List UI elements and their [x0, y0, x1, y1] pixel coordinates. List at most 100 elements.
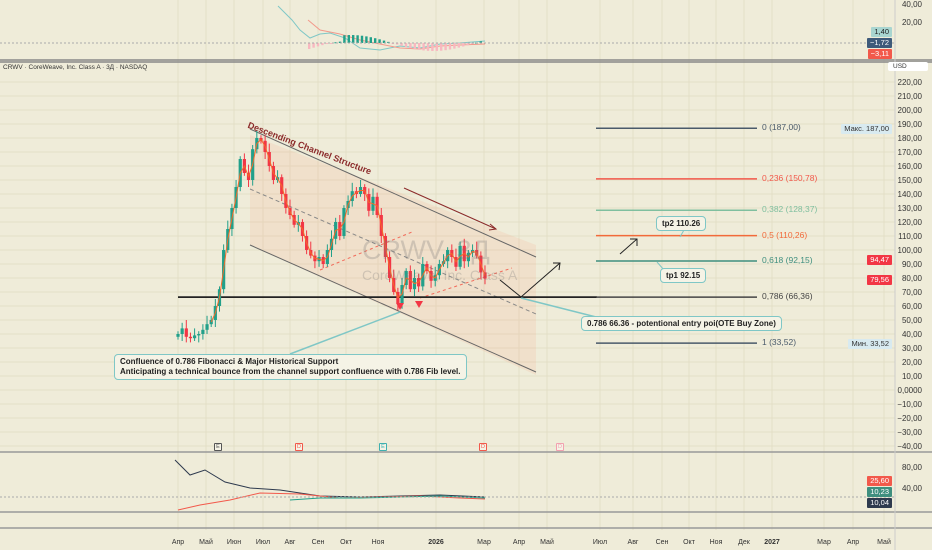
target-arrow-head	[630, 238, 638, 246]
macd-histogram-bar	[418, 43, 421, 50]
time-axis-label: Июл	[592, 539, 608, 546]
price-axis-label: −20,00	[897, 414, 922, 423]
max-label: Макс.	[844, 124, 864, 133]
price-axis-label: 10,00	[901, 372, 922, 381]
price-axis-label: 50,00	[901, 316, 922, 325]
time-axis-label: Сен	[655, 539, 669, 546]
max-value: 187,00	[866, 124, 889, 133]
macd-histogram-bar	[462, 43, 465, 47]
channel-upper-line	[249, 128, 537, 258]
macd-histogram-bar	[435, 43, 438, 51]
time-axis-label: Апр	[171, 539, 185, 546]
earnings-event-marker[interactable]: E	[214, 443, 222, 451]
price-axis-label: 30,00	[901, 344, 922, 353]
candle-body	[197, 334, 201, 336]
earnings-event-marker[interactable]: E	[379, 443, 387, 451]
macd-histogram-bar	[426, 43, 430, 51]
time-axis-label: Мар	[477, 539, 491, 546]
lower-axis-label: 80,00	[901, 463, 922, 472]
time-axis-label: Май	[199, 539, 213, 546]
price-axis-label: 160,00	[897, 162, 922, 171]
earnings-event-marker[interactable]: D	[479, 443, 487, 451]
macd-histogram-bar	[387, 41, 390, 43]
time-axis-label: 2027	[764, 539, 780, 546]
down-arrow-marker	[415, 301, 423, 308]
tp2-leader	[679, 229, 685, 238]
time-axis-label: Мар	[817, 539, 831, 546]
lower-line-1	[174, 459, 486, 498]
macd-tag: 1,40	[871, 27, 892, 37]
fib-level-label: 0,236 (150,78)	[762, 172, 818, 183]
macd-histogram-bar	[404, 43, 408, 48]
macd-histogram-bar	[321, 43, 324, 46]
price-axis-label: 0,0000	[897, 386, 922, 395]
macd-histogram-bar	[396, 43, 399, 45]
earnings-event-marker[interactable]: D	[556, 443, 564, 451]
price-axis-label: 40,00	[901, 330, 922, 339]
fib-level-label: 0,618 (92,15)	[762, 254, 813, 265]
price-axis-label: 150,00	[897, 176, 922, 185]
min-label: Мин.	[851, 339, 869, 348]
price-axis-label: 220,00	[897, 78, 922, 87]
confluence-line-1: Confluence of 0.786 Fibonacci & Major Hi…	[120, 357, 339, 366]
down-arrow-marker	[396, 303, 404, 310]
price-axis-label: 190,00	[897, 120, 922, 129]
macd-histogram-bar	[453, 43, 456, 49]
tp2-callout[interactable]: tp2 110.26	[656, 216, 707, 231]
macd-histogram-bar	[457, 43, 460, 48]
macd-tag: −3,11	[867, 49, 892, 59]
macd-histogram-bar	[431, 43, 434, 51]
price-axis-label: 120,00	[897, 218, 922, 227]
projection-path	[499, 262, 561, 298]
time-axis-label: Ноя	[371, 539, 385, 546]
macd-histogram-bar	[374, 38, 377, 43]
macd-histogram-bar	[440, 43, 443, 51]
lower-axis-label: 40,00	[901, 484, 922, 493]
macd-histogram-bar	[343, 35, 346, 43]
macd-axis-label: 40,00	[901, 0, 922, 9]
price-axis-label: 110,00	[898, 232, 922, 241]
candle-body	[188, 336, 193, 339]
time-axis-label: Окт	[340, 539, 352, 546]
macd-histogram-bar	[409, 43, 412, 49]
fib-level-label: 0,786 (66,36)	[762, 291, 813, 302]
macd-histogram-bar	[312, 43, 315, 48]
time-axis-label: Апр	[846, 539, 860, 546]
earnings-event-marker[interactable]: D	[295, 443, 303, 451]
channel-mid-line	[249, 188, 537, 315]
candle-body	[180, 328, 184, 334]
price-axis-label: 130,00	[897, 204, 922, 213]
macd-histogram-bar	[466, 43, 469, 46]
macd-histogram-bar	[316, 43, 320, 47]
min-price-tag: Мин. 33,52	[848, 339, 892, 349]
symbol-header: CRWV · CoreWeave, Inc. Class A · 3Д · NA…	[3, 64, 148, 71]
macd-histogram-bar	[448, 43, 452, 50]
max-price-tag: Макс. 187,00	[841, 124, 892, 134]
time-axis-label: Май	[877, 539, 891, 546]
lower-tag: 25,60	[867, 476, 892, 486]
price-axis-label: 80,00	[901, 274, 922, 283]
fib-level-label: 1 (33,52)	[762, 337, 797, 348]
confluence-callout[interactable]: Confluence of 0.786 Fibonacci & Major Hi…	[114, 354, 467, 380]
price-axis-label: 70,00	[901, 288, 922, 297]
time-axis-label: Июл	[255, 539, 271, 546]
currency-selector[interactable]: USD	[888, 62, 928, 71]
macd-histogram-bar	[338, 41, 342, 43]
macd-histogram-bar	[479, 41, 482, 43]
moving-average-line	[210, 138, 486, 323]
macd-histogram-bar	[308, 43, 311, 49]
macd-histogram-bar	[347, 35, 350, 43]
lower-tag: 10,23	[867, 487, 892, 497]
candle-body	[201, 329, 205, 334]
time-axis-label: Авг	[284, 539, 296, 546]
macd-histogram-bar	[369, 37, 372, 43]
time-axis-label: Окт	[683, 539, 695, 546]
tp1-callout[interactable]: tp1 92.15	[660, 268, 707, 283]
watermark-name: CoreWeave, Inc. Class A	[362, 267, 518, 283]
entry-callout[interactable]: 0.786 66.36 - potentional entry poi(OTE …	[581, 316, 782, 331]
confluence-line-2: Anticipating a technical bounce from the…	[120, 367, 461, 376]
price-axis-label: 20,00	[901, 358, 922, 367]
time-axis-label: Сен	[311, 539, 325, 546]
watermark-symbol: CRWV, 3Д	[362, 235, 490, 265]
